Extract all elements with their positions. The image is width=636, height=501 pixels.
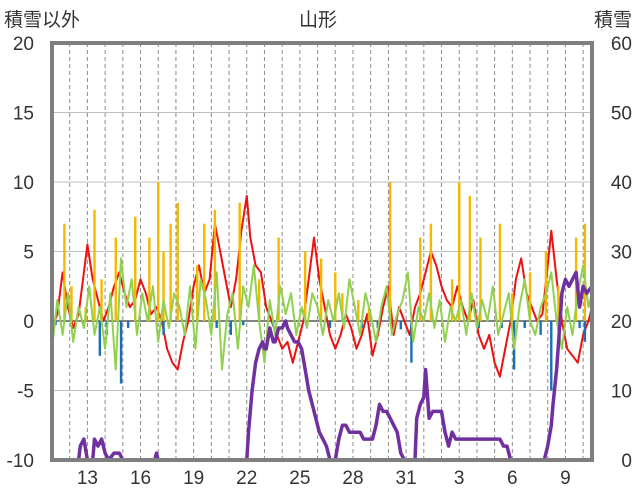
series-1-bar	[114, 237, 117, 321]
series-2-bar	[477, 321, 480, 328]
series-1-bar	[303, 251, 307, 321]
series-2-bar	[550, 321, 553, 391]
chart-title: 山形	[299, 9, 337, 31]
series-2-bar	[539, 321, 542, 335]
right-tick-label: 40	[611, 173, 632, 194]
x-tick-label: 3	[454, 468, 465, 489]
series-2-bar	[119, 321, 123, 384]
series-1-bar	[468, 195, 472, 321]
frame-layer	[50, 41, 594, 462]
series-1-bar	[148, 237, 151, 321]
x-tick-label: 28	[342, 468, 363, 489]
series-1-bar	[319, 258, 323, 321]
series-1-bar	[134, 216, 137, 321]
series-1-bar	[419, 237, 422, 321]
right-tick-label: 20	[611, 312, 632, 333]
series-2-bar	[229, 321, 233, 335]
series-1-bar	[157, 182, 160, 321]
x-tick-label: 9	[560, 468, 571, 489]
series-1-bar	[70, 286, 73, 321]
series-1-bar	[277, 237, 280, 321]
series-2-bar	[162, 321, 165, 335]
series-1-bar	[450, 279, 454, 321]
series-2-bar	[215, 321, 218, 328]
series-1-bar	[203, 223, 206, 321]
left-tick-label: 15	[13, 104, 34, 125]
x-tick-label: 25	[289, 468, 310, 489]
series-1-bar	[557, 286, 560, 321]
left-tick-label: 0	[23, 312, 34, 333]
series-1-bar	[238, 202, 241, 321]
series-1-bar	[100, 279, 103, 321]
series-2-bar	[523, 321, 526, 328]
left-tick-label: -5	[17, 382, 34, 403]
right-tick-label: 10	[611, 382, 632, 403]
x-tick-label: 13	[77, 468, 98, 489]
left-tick-label: 5	[23, 243, 34, 264]
series-2-bar	[98, 321, 102, 356]
series-1-bar	[257, 279, 261, 321]
tick-layer: -10 -5 0 5 10 15 20 0 10 20 30 40 50 60 13 16 19 22 25 28 31…	[7, 34, 632, 489]
series-2-bar	[242, 321, 245, 326]
left-tick-label: 10	[13, 173, 34, 194]
series-2-bar	[583, 321, 587, 342]
x-tick-label: 16	[130, 468, 151, 489]
x-tick-label: 22	[236, 468, 257, 489]
right-tick-label: 60	[611, 34, 632, 55]
right-axis-label: 積雪	[594, 9, 632, 31]
right-tick-label: 0	[621, 451, 632, 472]
series-1-bar	[511, 293, 514, 321]
series-layer	[51, 182, 594, 462]
series-1-bar	[169, 223, 172, 321]
series-1-bar	[334, 272, 337, 321]
series-1-bar	[367, 307, 371, 321]
right-tick-label: 50	[611, 104, 632, 125]
x-tick-label: 6	[507, 468, 518, 489]
series-3-line	[51, 257, 593, 371]
series-2-bar	[328, 321, 332, 328]
series-1-bar	[528, 272, 532, 321]
series-1-bar	[213, 209, 217, 321]
series-1-bar	[357, 300, 360, 321]
series-2-bar	[578, 321, 581, 328]
series-2-bar	[410, 321, 413, 363]
series-1-bar	[544, 251, 548, 321]
series-1-bar	[341, 293, 344, 321]
plot-frame	[50, 41, 594, 462]
series-1-bar	[498, 223, 502, 321]
left-axis-label: 積雪以外	[4, 9, 80, 31]
series-1-bar	[63, 223, 66, 321]
series-1-bar	[388, 182, 392, 321]
x-tick-label: 19	[183, 468, 204, 489]
series-1-bar	[195, 265, 199, 321]
series-1-bar	[458, 182, 461, 321]
series-2-bar	[126, 321, 130, 328]
series-1-bar	[479, 237, 482, 321]
series-2-bar	[399, 321, 402, 330]
series-1-bar	[176, 202, 179, 321]
right-tick-label: 30	[611, 243, 632, 264]
left-tick-label: 20	[13, 34, 34, 55]
series-1-bar	[162, 251, 165, 321]
left-tick-label: -10	[7, 451, 34, 472]
series-1-bar	[93, 209, 96, 321]
x-tick-label: 31	[396, 468, 417, 489]
series-1-bar	[429, 223, 433, 321]
